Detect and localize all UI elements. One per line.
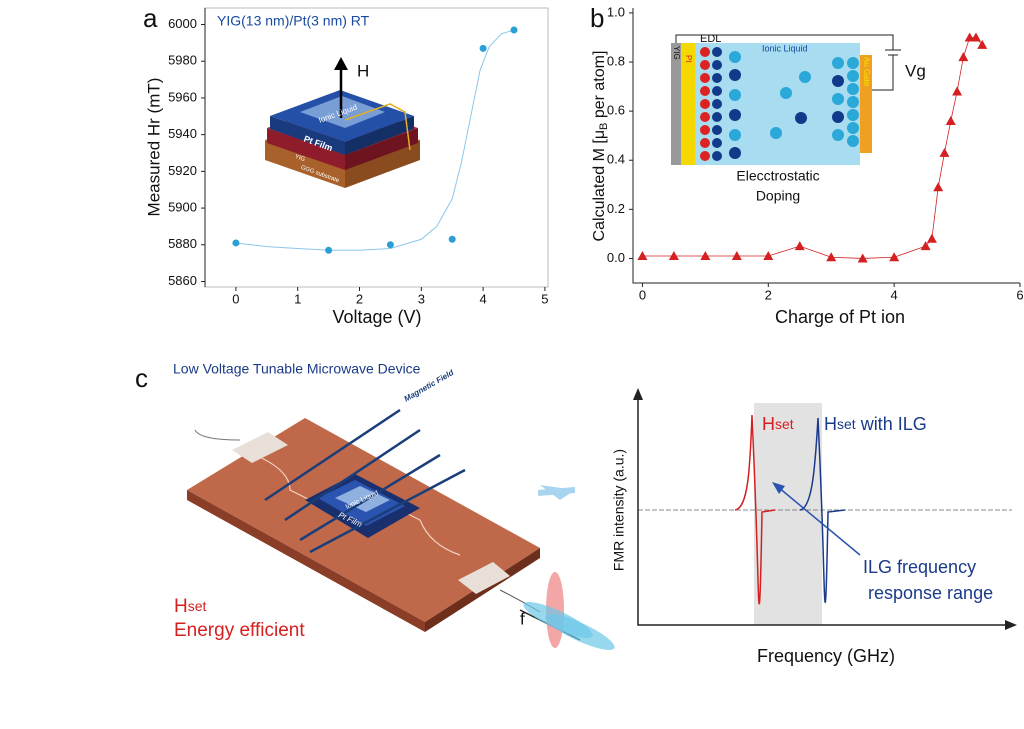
chart-title: YIG(13 nm)/Pt(3 nm) RT	[217, 13, 370, 29]
data-point	[510, 26, 518, 34]
data-point	[479, 44, 487, 52]
y-tick-label: 0.2	[607, 201, 625, 216]
inset-label: YIG	[672, 46, 681, 60]
y-tick-label: 1.0	[607, 4, 625, 19]
data-point	[945, 115, 956, 125]
x-tick-label: 4	[891, 287, 898, 302]
device-label: f	[520, 609, 525, 628]
inset-caption: Doping	[756, 188, 800, 204]
inset-label: Vg	[905, 61, 926, 80]
hset-sub: set	[188, 598, 207, 614]
y-tick-label: 5920	[168, 163, 197, 178]
data-point	[889, 252, 900, 262]
range-label: response range	[868, 583, 993, 603]
y-tick-label: 5860	[168, 273, 197, 288]
inset-label: EDL	[700, 33, 721, 45]
x-axis-title: Voltage (V)	[332, 307, 421, 327]
data-point	[448, 235, 456, 243]
inset-label: YIG	[294, 154, 306, 163]
data-point	[668, 250, 679, 260]
edl-inset	[671, 34, 901, 165]
y-tick-label: 0.4	[607, 152, 625, 167]
range-label: ILG frequency	[863, 557, 976, 577]
data-point	[794, 241, 805, 251]
y-axis-title-main: Calculated M [μ	[591, 130, 608, 241]
data-point	[939, 147, 950, 157]
hset-rest: with ILG	[856, 414, 927, 434]
panel-title: Low Voltage Tunable Microwave Device	[173, 361, 421, 377]
data-point	[933, 182, 944, 192]
data-point	[637, 250, 648, 260]
x-tick-label: 2	[765, 287, 772, 302]
x-tick-label: 0	[232, 291, 239, 306]
y-tick-label: 6000	[168, 16, 197, 31]
x-tick-label: 2	[356, 291, 363, 306]
hset-sub: set	[837, 416, 856, 432]
y-tick-label: 0.0	[607, 250, 625, 265]
inset-label: H	[357, 61, 369, 80]
data-point	[920, 241, 931, 251]
data-point	[325, 246, 333, 254]
hset-label: Hset	[174, 596, 207, 617]
hset-sub: set	[775, 416, 794, 432]
x-tick-label: 3	[418, 291, 425, 306]
x-tick-label: 1	[294, 291, 301, 306]
microwave-device	[187, 408, 615, 651]
panel-label: b	[590, 3, 604, 33]
data-point	[700, 250, 711, 260]
hset-main: H	[824, 414, 837, 434]
inset-label: Ionic Liquid	[762, 43, 808, 53]
data-point	[977, 39, 988, 49]
inset-label: Au Gate	[862, 57, 871, 87]
data-point	[958, 52, 969, 62]
data-point	[964, 32, 975, 42]
data-point	[386, 241, 394, 249]
data-point	[970, 32, 981, 42]
y-axis-title: Measured Hr (mT)	[144, 78, 163, 217]
panel-label: c	[135, 363, 148, 393]
data-point	[857, 253, 868, 263]
x-tick-label: 4	[479, 291, 486, 306]
data-point	[763, 250, 774, 260]
hset-main: H	[762, 414, 775, 434]
data-point	[826, 252, 837, 262]
fmr-plot	[633, 388, 1017, 630]
data-point	[232, 239, 240, 247]
data-point	[952, 86, 963, 96]
panel-label: a	[143, 3, 158, 33]
x-tick-label: 5	[541, 291, 548, 306]
y-tick-label: 0.6	[607, 103, 625, 118]
hset-main: H	[174, 596, 188, 617]
y-axis-title-sub: B	[598, 123, 610, 130]
hset-label: Hset with ILG	[824, 414, 927, 434]
axis-title: FMR intensity (a.u.)	[611, 449, 627, 571]
y-tick-label: 5880	[168, 236, 197, 251]
data-point	[731, 250, 742, 260]
y-tick-label: 5980	[168, 53, 197, 68]
device-inset	[265, 57, 420, 188]
hset-label: Hset	[762, 414, 794, 434]
axis-line	[632, 8, 1020, 284]
y-axis-title: Calculated M [μB per atom]	[591, 51, 610, 242]
inset-caption: Elecctrostatic	[736, 168, 819, 184]
y-tick-label: 5940	[168, 126, 197, 141]
y-axis-title-rest: per atom]	[591, 51, 608, 123]
x-axis-title: Charge of Pt ion	[775, 307, 905, 327]
data-point	[926, 233, 937, 243]
inset-label: Pt	[684, 55, 693, 63]
y-tick-label: 0.8	[607, 53, 625, 68]
axis-title: Frequency (GHz)	[757, 646, 895, 666]
x-tick-label: 0	[639, 287, 646, 302]
y-tick-label: 5960	[168, 89, 197, 104]
x-tick-label: 6	[1016, 287, 1023, 302]
y-tick-label: 5900	[168, 200, 197, 215]
efficiency-label: Energy efficient	[174, 620, 305, 641]
data-line	[235, 29, 515, 251]
